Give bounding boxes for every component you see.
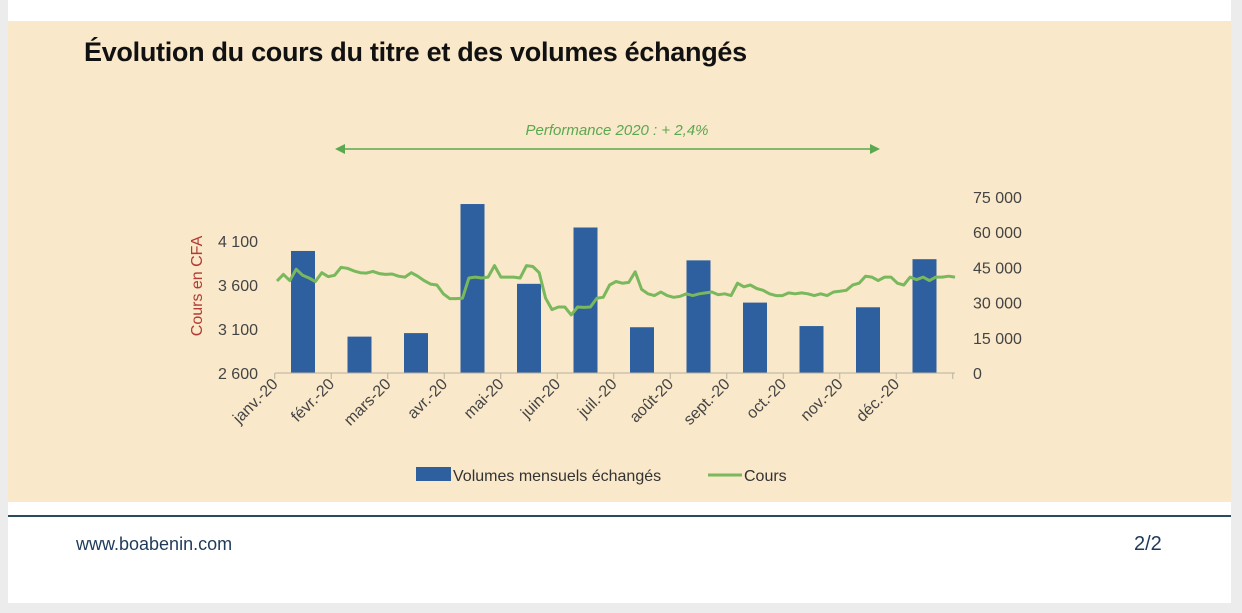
y-right-tick-label: 30 000 — [973, 296, 1022, 313]
x-category-label: juil.-20 — [575, 376, 621, 422]
x-category-label: janv.-20 — [229, 376, 281, 428]
y-left-tick-label: 2 600 — [218, 366, 258, 383]
y-axis-left-title: Cours en CFA — [189, 235, 206, 336]
volume-bar — [686, 260, 711, 373]
legend-swatch-volumes — [416, 467, 451, 481]
legend-label-volumes: Volumes mensuels échangés — [453, 468, 661, 485]
volume-bar — [347, 336, 372, 373]
page-number: 2/2 — [1134, 533, 1162, 555]
x-category-label: déc.-20 — [853, 376, 903, 426]
x-category-label: mai-20 — [461, 376, 508, 423]
page-title: Évolution du cours du titre et des volum… — [84, 37, 747, 67]
performance-arrow-right-head — [870, 144, 880, 154]
performance-annotation: Performance 2020 : + 2,4% — [525, 122, 708, 139]
x-category-label: juin-20 — [517, 376, 564, 423]
volume-bar — [743, 302, 767, 373]
performance-arrow-left-head — [335, 144, 345, 154]
cours-series-line — [275, 264, 956, 317]
y-right-tick-label: 15 000 — [973, 331, 1022, 348]
y-right-tick-label: 0 — [973, 366, 982, 383]
volume-bar — [517, 283, 541, 373]
footer-divider — [8, 515, 1231, 517]
legend-label-cours: Cours — [744, 468, 787, 485]
x-category-label: oct.-20 — [743, 376, 790, 423]
x-category-label: nov.-20 — [798, 376, 847, 425]
x-category-label: sept.-20 — [681, 376, 734, 429]
volume-bar — [856, 307, 880, 373]
y-left-tick-label: 3 100 — [218, 322, 258, 339]
volume-bar — [799, 326, 824, 373]
x-category-label: mars-20 — [341, 376, 395, 430]
volume-bar — [404, 333, 428, 373]
footer-url: www.boabenin.com — [76, 534, 233, 554]
y-left-tick-label: 3 600 — [218, 278, 258, 295]
volume-bar — [630, 327, 654, 373]
y-right-tick-label: 60 000 — [973, 225, 1022, 242]
x-category-label: août-20 — [627, 376, 677, 426]
y-left-tick-label: 4 100 — [218, 234, 258, 251]
y-right-tick-label: 75 000 — [973, 190, 1022, 207]
chart-panel — [8, 21, 1231, 502]
x-category-label: avr.-20 — [404, 376, 451, 423]
y-right-tick-label: 45 000 — [973, 260, 1022, 277]
x-category-label: févr.-20 — [288, 376, 338, 426]
